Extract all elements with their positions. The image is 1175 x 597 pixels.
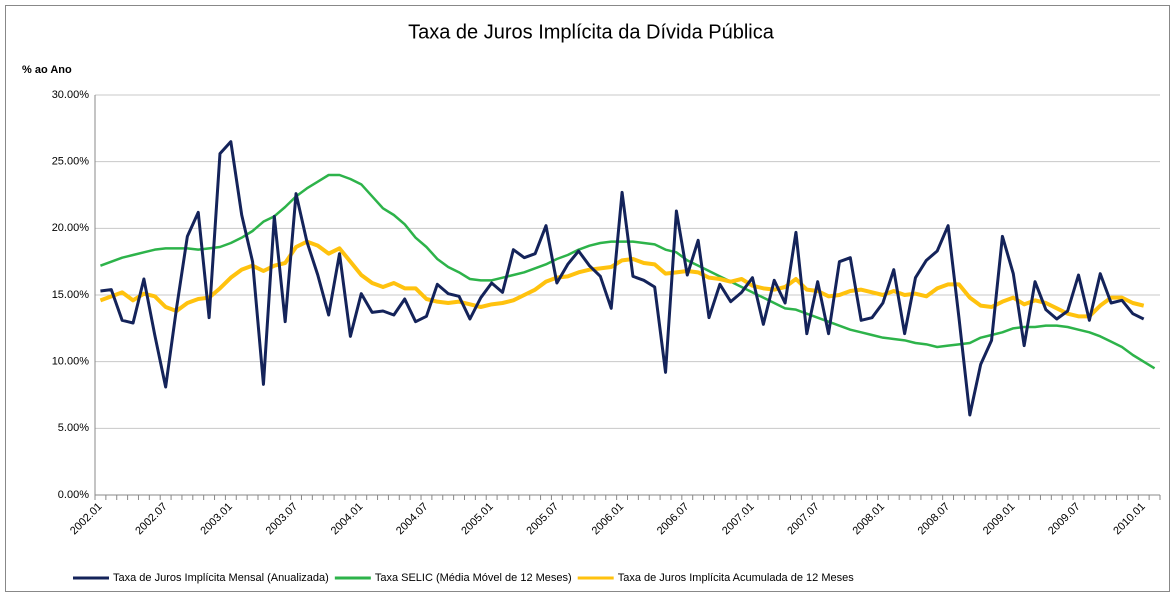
y-tick-label: 20.00% [52, 222, 90, 234]
y-tick-label: 0.00% [58, 489, 89, 501]
series-line [99, 239, 1145, 319]
y-tick-label: 5.00% [58, 422, 89, 434]
legend-label: Taxa de Juros Implícita Acumulada de 12 … [618, 572, 855, 584]
y-tick-label: 15.00% [52, 289, 90, 301]
legend-label: Taxa SELIC (Média Móvel de 12 Meses) [375, 572, 572, 584]
legend-label: Taxa de Juros Implícita Mensal (Anualiza… [113, 572, 329, 584]
y-tick-label: 10.00% [52, 356, 90, 368]
series-line [100, 140, 1145, 417]
y-axis-label: % ao Ano [22, 64, 72, 76]
chart-title: Taxa de Juros Implícita da Dívida Públic… [408, 21, 775, 43]
y-tick-label: 30.00% [52, 89, 90, 101]
y-tick-label: 25.00% [52, 156, 90, 168]
